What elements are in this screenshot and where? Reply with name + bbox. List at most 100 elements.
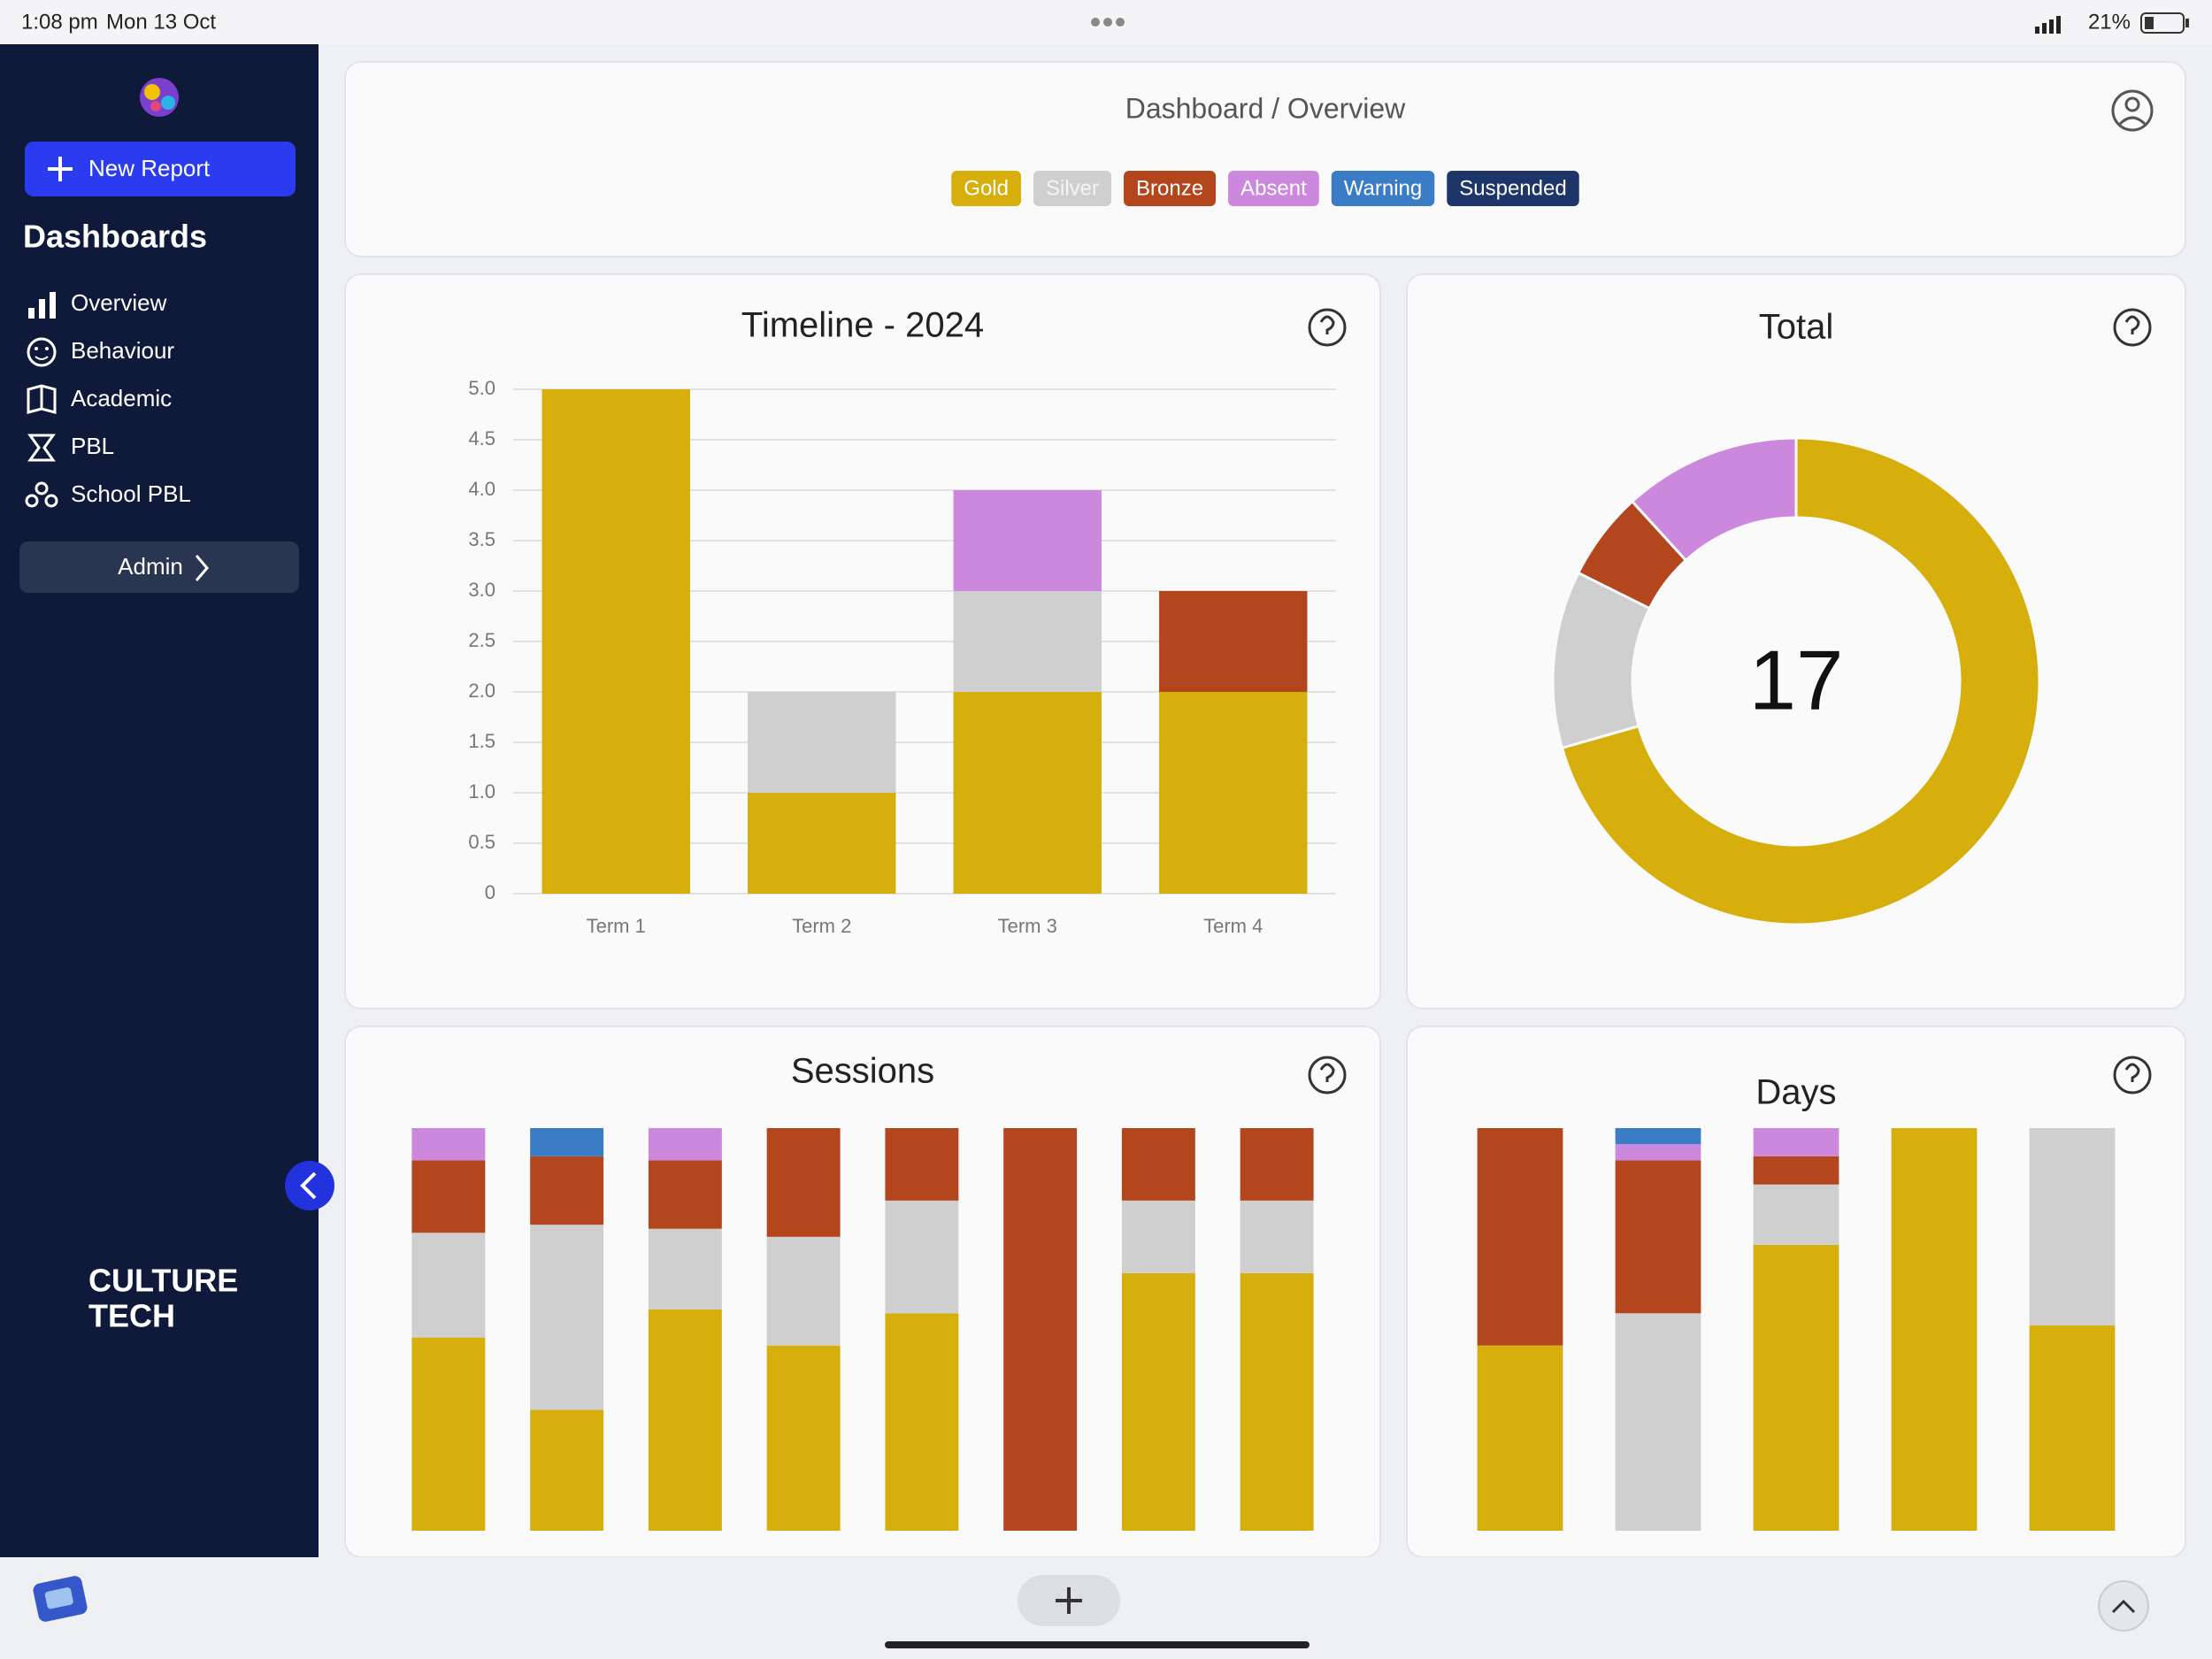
- bar-segment: [953, 692, 1102, 894]
- bar-segment: [885, 1128, 959, 1201]
- nav-pbl[interactable]: PBL: [27, 433, 114, 462]
- legend-label: Gold: [964, 176, 1009, 200]
- chart-title: Total: [1759, 308, 1834, 347]
- help-icons[interactable]: [1308, 308, 2152, 1094]
- legend-badge: [1447, 171, 1579, 206]
- y-tick-label: 4.5: [468, 427, 495, 449]
- bar-segment: [1615, 1128, 1701, 1145]
- bar-segment: [885, 1200, 959, 1314]
- y-tick-label: 3.5: [468, 528, 495, 550]
- chart-title: Timeline - 2024: [741, 306, 984, 345]
- bar-segment: [1159, 692, 1308, 894]
- brand-line: CULTURE: [88, 1263, 238, 1299]
- status-date: Mon 13 Oct: [106, 10, 216, 34]
- sessions-card: [344, 1025, 1381, 1558]
- bar-segment: [766, 1128, 841, 1237]
- scroll-top-button[interactable]: [2098, 1580, 2149, 1632]
- y-tick-label: 3.0: [468, 579, 495, 601]
- bar-segment: [1121, 1200, 1195, 1273]
- nav-overview[interactable]: Overview: [28, 289, 167, 319]
- bar-segment: [530, 1156, 604, 1225]
- nav-label[interactable]: Behaviour: [71, 337, 174, 364]
- bar-segment: [766, 1345, 841, 1531]
- chart-title: Days: [1755, 1073, 1836, 1112]
- x-tick-label: Term 3: [998, 915, 1057, 937]
- bar-segment: [953, 591, 1102, 692]
- bar-segment: [530, 1409, 604, 1531]
- y-tick-label: 1.0: [468, 780, 495, 803]
- legend-badge: [1033, 171, 1112, 206]
- section-heading: Dashboards: [23, 219, 207, 255]
- legend-label: Absent: [1240, 176, 1307, 200]
- bar-segment: [1891, 1128, 1978, 1531]
- bar-segment: [885, 1313, 959, 1531]
- nav-label[interactable]: Academic: [71, 385, 172, 411]
- bar-segment: [648, 1128, 722, 1161]
- legend-label: Bronze: [1136, 176, 1203, 200]
- admin-button[interactable]: Admin: [19, 541, 299, 593]
- y-tick-label: 5.0: [468, 377, 495, 399]
- dock-app-icon[interactable]: [32, 1575, 88, 1624]
- nav-behaviour[interactable]: Behaviour: [27, 337, 174, 367]
- bar-segment: [541, 389, 690, 894]
- nav-label[interactable]: School PBL: [71, 480, 191, 507]
- x-tick-label: Term 2: [792, 915, 851, 937]
- y-tick-label: 1.5: [468, 730, 495, 752]
- y-tick-label: 0: [485, 881, 495, 903]
- bar-segment: [648, 1160, 722, 1229]
- bar-segment: [530, 1225, 604, 1410]
- breadcrumb: Dashboard / Overview: [1125, 92, 1406, 124]
- signal-icon: [2035, 16, 2061, 34]
- bar-segment: [1121, 1128, 1195, 1201]
- nav-label[interactable]: PBL: [71, 433, 114, 459]
- new-report-button[interactable]: New Report: [25, 142, 296, 196]
- bar-segment: [1240, 1200, 1314, 1273]
- bar-segment: [1753, 1184, 1839, 1245]
- header-card: [344, 61, 2186, 257]
- multitask-dots: [1091, 18, 1125, 27]
- brand-line: TECH: [88, 1298, 175, 1334]
- bar-segment: [1159, 591, 1308, 692]
- bar-segment: [648, 1228, 722, 1310]
- chart-title: Sessions: [791, 1052, 934, 1091]
- collapse-sidebar-button[interactable]: [285, 1161, 334, 1210]
- x-tick-label: Term 4: [1203, 915, 1263, 937]
- bar-segment: [1753, 1128, 1839, 1156]
- status-time: 1:08 pm: [21, 10, 98, 34]
- bar-segment: [1240, 1128, 1314, 1201]
- legend-badge: [1124, 171, 1217, 206]
- legend-label: Warning: [1344, 176, 1422, 200]
- donut-segment: [1560, 436, 2041, 926]
- new-report-label[interactable]: New Report: [88, 155, 211, 181]
- battery-icon: [2140, 12, 2189, 34]
- bar-segment: [748, 692, 896, 793]
- bar-segment: [648, 1309, 722, 1531]
- bar-segment: [1121, 1272, 1195, 1531]
- bar-segment: [1615, 1144, 1701, 1161]
- nav-label[interactable]: Overview: [71, 289, 167, 316]
- legend-badge: [951, 171, 1021, 206]
- nav-academic[interactable]: Academic: [27, 384, 172, 414]
- bar-segment: [530, 1128, 604, 1156]
- profile-button[interactable]: [2111, 89, 2154, 132]
- app-logo: [140, 78, 179, 117]
- bar-segment: [1753, 1156, 1839, 1185]
- y-tick-label: 0.5: [468, 831, 495, 853]
- legend-label: Silver: [1046, 176, 1099, 200]
- bar-segment: [1615, 1160, 1701, 1314]
- bar-segment: [748, 793, 896, 894]
- admin-label[interactable]: Admin: [118, 553, 183, 580]
- charts: Timeline - 2024 0 0.5 1.0 1.5 2.0 2.5 3.0 3.5 4.0…: [411, 306, 2116, 1531]
- add-button[interactable]: [1018, 1575, 1120, 1626]
- bar-segment: [411, 1160, 486, 1233]
- bar-segment: [1615, 1313, 1701, 1531]
- donut-segment: [1630, 436, 1798, 563]
- y-tick-label: 2.5: [468, 629, 495, 651]
- y-tick-label: 2.0: [468, 680, 495, 702]
- bar-segment: [1477, 1128, 1563, 1346]
- bar-segment: [1003, 1128, 1078, 1531]
- nav-school-pbl[interactable]: School PBL: [25, 480, 191, 508]
- battery-level: 21%: [2088, 10, 2131, 34]
- bar-segment: [411, 1233, 486, 1338]
